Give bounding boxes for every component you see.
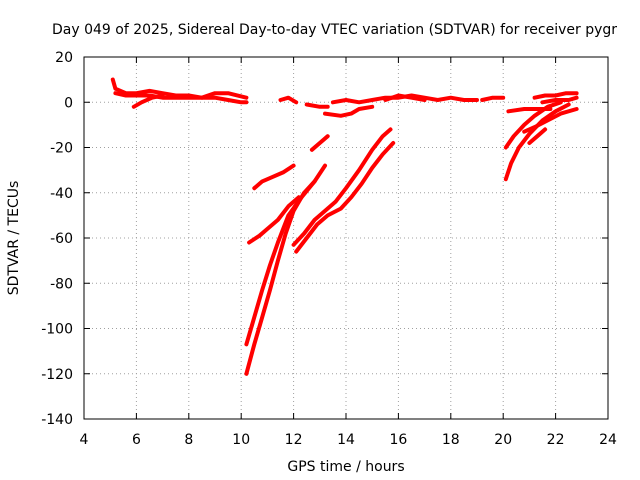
chart-title: Day 049 of 2025, Sidereal Day-to-day VTE… (52, 22, 617, 38)
series-pass-p (527, 127, 548, 145)
series-pass-c (131, 93, 165, 109)
x-tick-label: 6 (132, 432, 141, 448)
data-series (110, 77, 579, 376)
series-pass-t (252, 163, 296, 191)
y-tick-label: -80 (50, 276, 73, 292)
series-pass-v (291, 127, 393, 247)
y-tick-label: 0 (64, 95, 73, 111)
series-pass-u (309, 134, 330, 152)
x-tick-label: 24 (599, 432, 617, 448)
series-pass-k (532, 91, 579, 100)
series-pass-f (323, 104, 375, 118)
series-pass-s (247, 195, 301, 245)
series-pass-h (383, 93, 427, 102)
y-tick-label: -20 (50, 141, 73, 157)
grid-lines (84, 57, 608, 419)
x-tick-label: 22 (547, 432, 565, 448)
x-tick-label: 8 (184, 432, 193, 448)
x-tick-label: 10 (232, 432, 250, 448)
x-axis-label: GPS time / hours (287, 459, 404, 475)
y-tick-label: -60 (50, 231, 73, 247)
x-tick-label: 4 (80, 432, 89, 448)
y-tick-label: -120 (41, 367, 73, 383)
series-pass-b (113, 91, 249, 105)
series-pass-n (503, 100, 563, 150)
series-pass-i (480, 95, 506, 102)
series-pass-o (522, 107, 579, 134)
series-pass-w (294, 141, 396, 254)
series-pass-m (503, 102, 571, 182)
y-tick-label: -100 (41, 322, 73, 338)
y-tick-label: 20 (55, 50, 73, 66)
series-pass-e (304, 102, 330, 109)
y-axis-label: SDTVAR / TECUs (6, 181, 22, 296)
series-pass-q (244, 163, 327, 347)
series-pass-a (110, 77, 249, 100)
series-pass-r (244, 179, 317, 376)
series-pass-d (278, 95, 299, 105)
y-tick-label: -140 (41, 412, 73, 428)
x-tick-label: 16 (389, 432, 407, 448)
y-tick-label: -40 (50, 186, 73, 202)
x-tick-label: 20 (494, 432, 512, 448)
x-tick-label: 18 (442, 432, 460, 448)
series-pass-l (540, 95, 579, 105)
x-tick-label: 14 (337, 432, 355, 448)
axis-ticks: 4 6 8 10 12 14 16 18 20 22 24 -140 -120 -100 -80 -60 -40… (41, 50, 617, 448)
x-tick-label: 12 (285, 432, 303, 448)
